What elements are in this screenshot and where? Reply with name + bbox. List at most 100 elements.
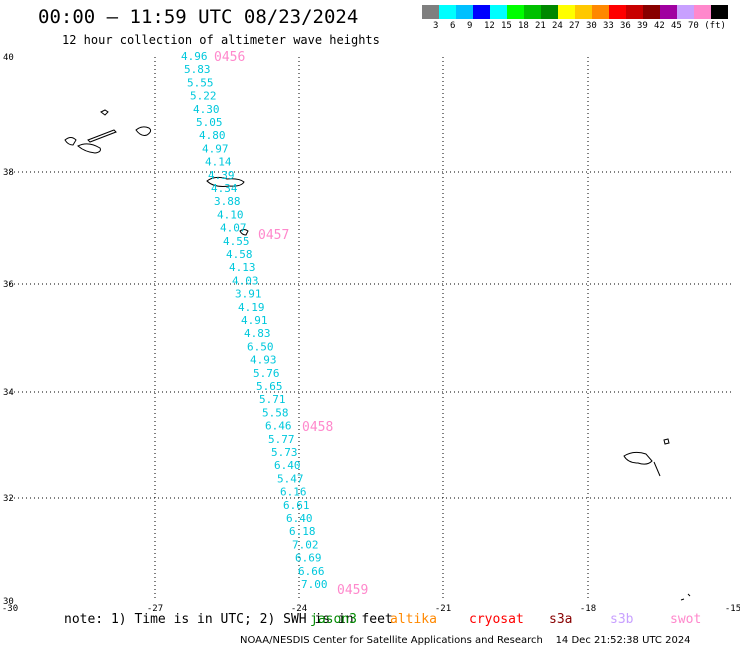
page-subtitle: 12 hour collection of altimeter wave hei…: [62, 33, 380, 47]
wave-height-label: 4.14: [205, 156, 232, 169]
island-santa-maria: [239, 229, 249, 236]
color-scale-label: 24: [552, 21, 563, 31]
pass-id-label: 0459: [337, 583, 368, 598]
wave-height-label: 4.34: [211, 182, 238, 195]
graticule: 40 38 36 34 32 30-30 -27 -24 -21 -18 -15: [2, 53, 740, 614]
wave-height-label: 4.19: [238, 301, 265, 314]
pass-id-label: 0457: [258, 228, 289, 243]
wave-height-label: 7.02: [292, 538, 319, 551]
color-swatch: [524, 5, 541, 19]
latitude-tick-label: 36: [3, 280, 14, 290]
pass-id-label: 0456: [214, 50, 245, 65]
island-sao-miguel: [206, 176, 245, 187]
color-swatch: [643, 5, 660, 19]
color-swatch: [711, 5, 728, 19]
color-scale-label: 6: [450, 21, 456, 31]
color-scale-label: 30: [586, 21, 597, 31]
wave-height-label: 5.22: [190, 90, 217, 103]
wave-height-label: 5.71: [259, 393, 286, 406]
satellite-legend-jason3: jason3: [310, 612, 357, 627]
color-scale-label: 36: [620, 21, 631, 31]
color-swatch: [677, 5, 694, 19]
color-scale-label: 9: [467, 21, 473, 31]
wave-height-label: 4.93: [250, 354, 277, 367]
longitude-tick-label: -21: [435, 604, 451, 614]
island-faial: [64, 137, 77, 146]
wave-height-label: 5.55: [187, 76, 214, 89]
coastlines: [64, 109, 691, 601]
wave-height-label: 4.10: [217, 208, 244, 221]
color-scale-labels: 3 6 9 12 15 18 21 24 27 30 33 36 39 42 45 70 (ft): [422, 21, 740, 33]
color-swatch: [694, 5, 711, 19]
island-desertas: [653, 461, 661, 477]
color-swatch: [660, 5, 677, 19]
longitude-tick-label: -24: [291, 604, 307, 614]
color-scale-label: 42: [654, 21, 665, 31]
wave-height-label: 4.55: [223, 235, 250, 248]
island-flores: [100, 109, 109, 116]
color-swatch: [473, 5, 490, 19]
wave-height-label: 5.65: [256, 380, 283, 393]
wave-height-label: 5.77: [268, 433, 295, 446]
color-swatch: [609, 5, 626, 19]
island-sao-jorge: [87, 129, 117, 143]
color-scale-label: 12: [484, 21, 495, 31]
wave-height-label: 4.91: [241, 314, 268, 327]
island-pico: [77, 143, 101, 154]
wave-height-label: 6.61: [283, 499, 310, 512]
pass-id-label: 0458: [302, 420, 333, 435]
wave-height-label: 6.66: [298, 565, 325, 578]
wave-height-label: 4.58: [226, 248, 253, 261]
satellite-legend-swot: swot: [670, 612, 702, 627]
footer-note: note: 1) Time is in UTC; 2) SWH is in fe…: [64, 612, 393, 627]
wave-height-label: 6.50: [247, 340, 274, 353]
latitude-tick-label: 34: [3, 388, 14, 398]
wave-height-label: 3.88: [214, 195, 241, 208]
wave-height-label: 4.97: [202, 142, 229, 155]
satellite-legend-altika: altika: [390, 612, 437, 627]
color-scale-label: 21: [535, 21, 546, 31]
wave-height-label: 4.03: [232, 274, 259, 287]
color-scale-label: 3: [433, 21, 439, 31]
wave-height-label: 3.91: [235, 288, 262, 301]
page-title: 00:00 — 11:59 UTC 08/23/2024: [38, 6, 359, 28]
island-graciosa: [135, 126, 152, 136]
wave-height-label: 6.40: [286, 512, 313, 525]
color-scale-label: 15: [501, 21, 512, 31]
wave-height-label: 6.46: [265, 420, 292, 433]
color-swatch: [541, 5, 558, 19]
wave-height-label: 7.00: [301, 578, 328, 591]
wave-height-label: 6.16: [280, 486, 307, 499]
color-swatch: [592, 5, 609, 19]
color-swatch: [575, 5, 592, 19]
wave-height-label: 4.13: [229, 261, 256, 274]
wave-height-label: 6.40: [274, 459, 301, 472]
wave-height-label: 4.80: [199, 129, 226, 142]
latitude-tick-label: 38: [3, 168, 14, 178]
color-scale-label: 18: [518, 21, 529, 31]
wave-height-label: 6.18: [289, 525, 316, 538]
longitude-tick-label: -15: [725, 604, 740, 614]
latitude-tick-label: 40: [3, 53, 14, 63]
latitude-tick-label: 30: [3, 597, 14, 607]
color-scale-label: 70 (ft): [688, 21, 726, 31]
wave-height-label: 4.30: [193, 103, 220, 116]
satellite-legend-s3a: s3a: [549, 612, 573, 627]
color-scale-bar: [422, 5, 728, 19]
satellite-legend-cryosat: cryosat: [469, 612, 524, 627]
wave-height-label: 5.76: [253, 367, 280, 380]
latitude-tick-label: 32: [3, 494, 14, 504]
color-scale-label: 27: [569, 21, 580, 31]
longitude-tick-label: -27: [147, 604, 163, 614]
wave-height-label: 5.58: [262, 406, 289, 419]
wave-height-label: 5.73: [271, 446, 298, 459]
wave-height-label: 5.05: [196, 116, 223, 129]
wave-height-track: 4.965.835.555.224.305.054.804.974.144.39…: [181, 50, 328, 591]
wave-height-label: 5.47: [277, 472, 304, 485]
longitude-tick-label: -18: [580, 604, 596, 614]
color-swatch: [490, 5, 507, 19]
color-swatch: [456, 5, 473, 19]
wave-height-label: 4.39: [208, 169, 235, 182]
wave-height-label: 6.69: [295, 552, 322, 565]
